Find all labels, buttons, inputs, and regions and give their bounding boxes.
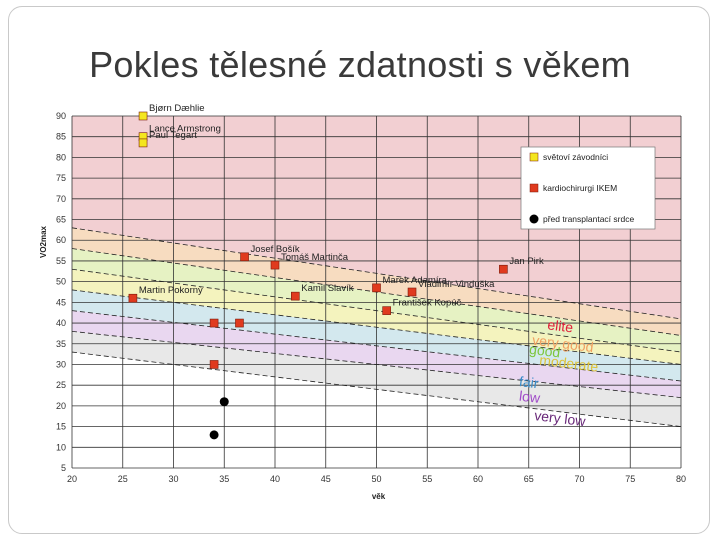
y-tick-label: 90 [56, 111, 66, 121]
x-tick-label: 50 [371, 474, 381, 484]
x-tick-label: 35 [219, 474, 229, 484]
point-kardiochirurgi-IKEM [209, 318, 219, 328]
y-axis-label: VO2max [39, 225, 48, 258]
legend-marker [529, 214, 539, 224]
point-label: Vladimír Vinduška [418, 279, 495, 290]
x-tick-label: 45 [321, 474, 331, 484]
point-kardiochirurgi-IKEM [235, 318, 244, 328]
point-label: Josef Bošík [251, 244, 300, 255]
point-label: Lance Armstrong [149, 124, 221, 135]
point-label: Tomáš Martinča [281, 252, 349, 263]
zone-label-very-low: very low [533, 407, 587, 429]
y-tick-label: 50 [56, 277, 66, 287]
y-tick-label: 65 [56, 215, 66, 225]
point-kardiochirurgi-IKEM [499, 264, 508, 274]
point-label: Bjørn Dæhlie [149, 103, 204, 114]
x-tick-label: 65 [524, 474, 534, 484]
y-tick-label: 40 [56, 318, 66, 328]
point-label: Paul Tegart [149, 130, 197, 141]
point-label: Martin Pokorný [139, 285, 203, 296]
y-tick-label: 45 [56, 297, 66, 307]
zone-label-very-good: very good [531, 332, 594, 355]
x-tick-label: 70 [574, 474, 584, 484]
point-světoví-závodníci [138, 111, 148, 121]
zone-label-moderate: moderate [539, 352, 600, 375]
zone-boundary-5 [72, 330, 681, 398]
zone-label-low: low [518, 388, 542, 407]
y-tick-label: 85 [56, 132, 66, 142]
y-tick-label: 70 [56, 194, 66, 204]
legend-label: světoví závodníci [543, 152, 608, 162]
zone-label-elite: elite [547, 316, 575, 335]
zone-boundary-4 [72, 310, 681, 382]
point-kardiochirurgi-IKEM [407, 287, 417, 297]
y-tick-label: 55 [56, 256, 66, 266]
point-label: František Kopúč [393, 298, 462, 309]
y-tick-label: 10 [56, 442, 66, 452]
zone-boundary-6 [72, 351, 681, 427]
point-kardiochirurgi-IKEM [128, 293, 138, 303]
y-tick-label: 20 [56, 401, 66, 411]
point-kardiochirurgi-IKEM [240, 252, 249, 262]
y-tick-label: 25 [56, 380, 66, 390]
zone-boundary-0 [72, 227, 681, 320]
y-tick-label: 60 [56, 235, 66, 245]
point-kardiochirurgi-IKEM [382, 306, 391, 315]
x-tick-label: 25 [118, 474, 128, 484]
point-před-transplantací-srdce [219, 397, 229, 407]
y-tick-label: 75 [56, 173, 66, 183]
legend-marker [529, 183, 539, 193]
x-tick-label: 20 [67, 474, 77, 484]
x-tick-label: 75 [625, 474, 635, 484]
point-kardiochirurgi-IKEM [290, 291, 300, 301]
x-tick-label: 60 [473, 474, 483, 484]
legend-label: kardiochirurgi IKEM [543, 183, 617, 193]
x-tick-label: 30 [168, 474, 178, 484]
x-tick-label: 55 [422, 474, 432, 484]
point-kardiochirurgi-IKEM [372, 283, 381, 293]
point-před-transplantací-srdce [209, 430, 219, 440]
zone-boundary-3 [72, 289, 681, 365]
y-tick-label: 30 [56, 359, 66, 369]
legend-marker [529, 152, 539, 162]
zone-label-fair: fair [518, 373, 540, 391]
x-tick-label: 40 [270, 474, 280, 484]
legend-label: před transplantací srdce [543, 214, 634, 224]
y-tick-label: 5 [61, 463, 66, 473]
slide-title: Pokles tělesné zdatnosti s věkem [89, 44, 631, 85]
point-kardiochirurgi-IKEM [209, 360, 219, 369]
y-tick-label: 35 [56, 339, 66, 349]
zone-label-good: good [528, 341, 561, 361]
point-světoví-závodníci [138, 138, 148, 148]
point-label: Marek Adamíra [383, 275, 448, 286]
point-label: Jan Pirk [509, 256, 544, 267]
legend-box [520, 146, 656, 230]
zone-boundary-2 [72, 268, 681, 353]
x-axis-label: věk [372, 492, 386, 501]
y-tick-label: 15 [56, 422, 66, 432]
y-tick-label: 80 [56, 152, 66, 162]
point-kardiochirurgi-IKEM [270, 260, 280, 270]
point-label: Kamil Slavík [301, 283, 354, 294]
x-tick-label: 80 [676, 474, 686, 484]
